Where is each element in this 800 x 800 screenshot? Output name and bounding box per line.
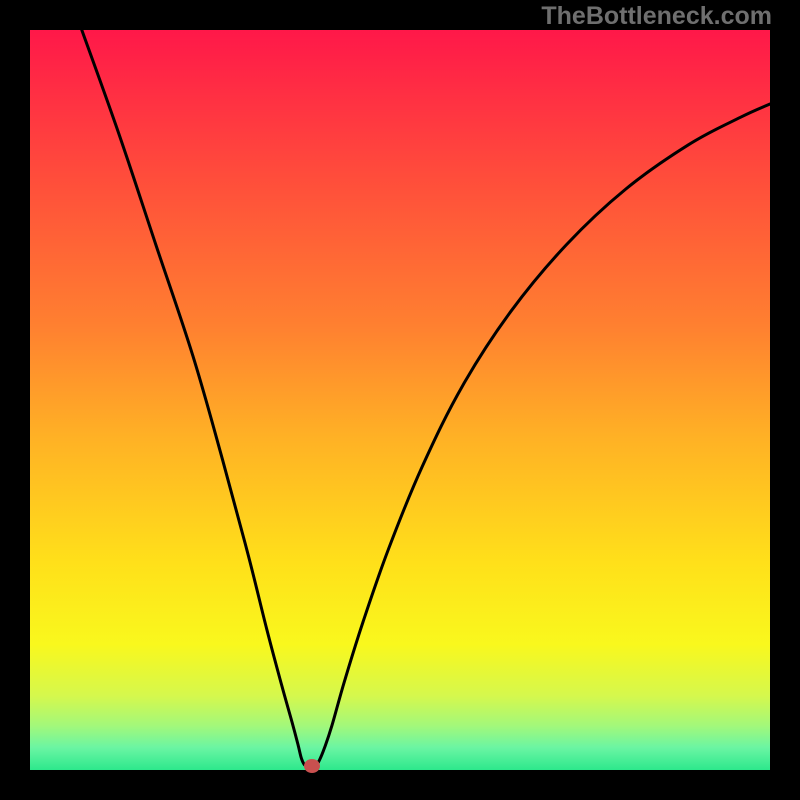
chart-frame: TheBottleneck.com [0,0,800,800]
optimum-marker [304,759,320,773]
bottleneck-curve [0,0,800,800]
